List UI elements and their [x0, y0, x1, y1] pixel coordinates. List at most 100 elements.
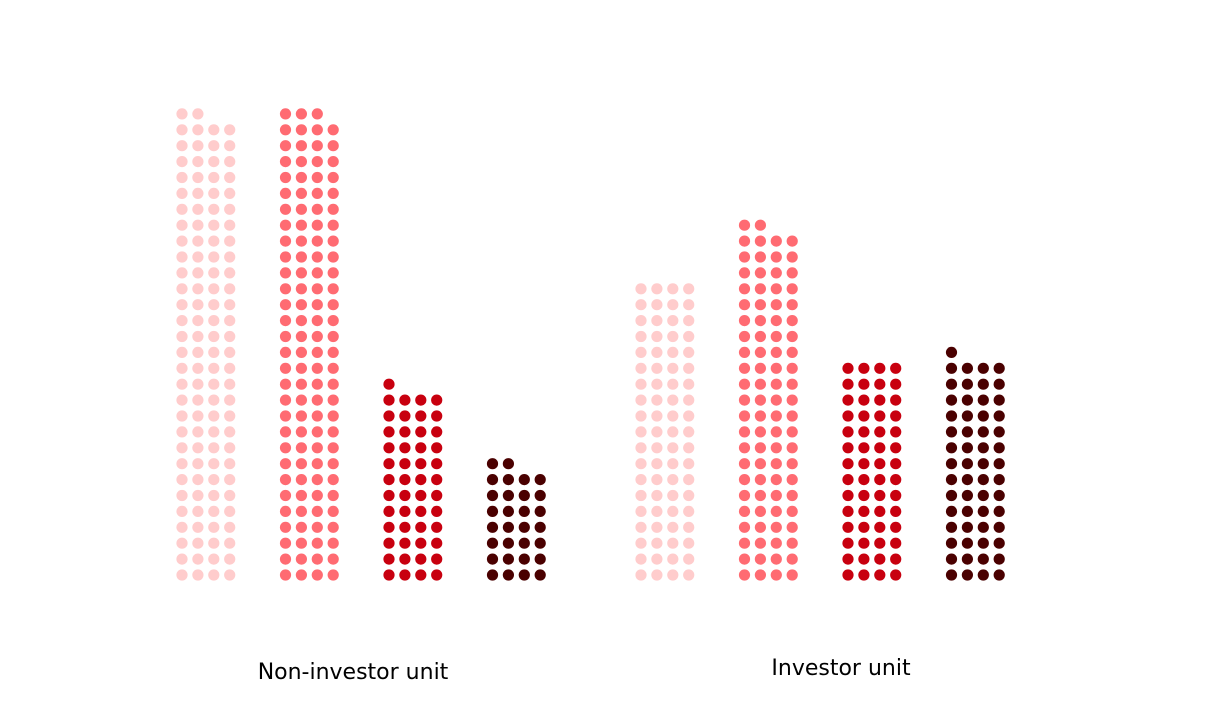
dot — [208, 553, 220, 565]
dot — [327, 203, 339, 215]
dot — [208, 299, 220, 311]
dot — [279, 410, 292, 422]
dot — [993, 410, 1005, 422]
dot — [279, 140, 292, 152]
dot — [431, 442, 443, 454]
dot — [399, 474, 411, 486]
dot — [431, 410, 443, 422]
dot — [176, 330, 188, 343]
dot — [738, 505, 751, 517]
dot — [486, 458, 499, 470]
dot — [754, 394, 767, 406]
dot — [786, 489, 798, 502]
dot — [383, 442, 395, 454]
dot — [192, 426, 204, 438]
dot — [399, 410, 411, 422]
dot — [311, 362, 323, 374]
dot — [224, 346, 236, 358]
dot — [667, 362, 679, 374]
dot — [786, 521, 798, 533]
dot — [651, 330, 663, 343]
dot — [192, 521, 204, 533]
dot — [961, 458, 974, 470]
dot — [311, 156, 323, 168]
dot — [327, 187, 339, 199]
dot — [295, 394, 307, 406]
dot — [176, 299, 188, 311]
dot — [738, 378, 751, 390]
dot — [874, 474, 886, 486]
dot — [431, 521, 443, 533]
dot — [890, 458, 902, 470]
dot — [842, 458, 854, 470]
dot — [651, 426, 663, 438]
dot — [279, 537, 292, 549]
dot — [208, 251, 220, 263]
dot — [858, 426, 870, 438]
dot — [874, 553, 886, 565]
dot — [786, 299, 798, 311]
dot — [327, 299, 339, 311]
dot — [311, 569, 323, 581]
dot — [176, 283, 188, 295]
dot — [224, 171, 236, 184]
dot — [431, 505, 443, 517]
dot — [635, 330, 647, 343]
dot — [327, 362, 339, 374]
dot — [667, 474, 679, 486]
dot — [415, 537, 427, 549]
dot — [977, 458, 989, 470]
dot — [635, 283, 647, 295]
dot — [683, 426, 695, 438]
dot — [224, 251, 236, 263]
dot — [667, 553, 679, 565]
dot — [431, 537, 443, 549]
dot — [651, 537, 663, 549]
dot — [502, 474, 514, 486]
dot — [383, 426, 395, 438]
dot — [224, 442, 236, 454]
dot — [295, 410, 307, 422]
dot — [224, 505, 236, 517]
dot — [738, 442, 751, 454]
dot — [770, 521, 782, 533]
dot — [667, 489, 679, 502]
dot — [279, 299, 292, 311]
dot — [176, 426, 188, 438]
dot — [327, 474, 339, 486]
dot — [738, 219, 751, 231]
dot — [295, 315, 307, 327]
dot — [842, 489, 854, 502]
dot — [295, 203, 307, 215]
dot — [635, 474, 647, 486]
dot — [279, 489, 292, 502]
dot — [858, 537, 870, 549]
dot — [651, 569, 663, 581]
dot — [890, 489, 902, 502]
dot — [683, 537, 695, 549]
dot — [683, 283, 695, 295]
dot — [667, 315, 679, 327]
dot — [192, 235, 204, 247]
dot — [945, 426, 958, 438]
dot — [279, 235, 292, 247]
dot — [786, 458, 798, 470]
dot — [431, 474, 443, 486]
dot — [961, 394, 974, 406]
dot — [842, 569, 854, 581]
dot — [770, 553, 782, 565]
dot — [311, 187, 323, 199]
dot — [754, 378, 767, 390]
dot — [651, 521, 663, 533]
dot — [961, 410, 974, 422]
dot — [502, 537, 514, 549]
dot — [311, 203, 323, 215]
dot — [415, 442, 427, 454]
dot — [842, 553, 854, 565]
dot — [399, 537, 411, 549]
dot — [279, 442, 292, 454]
dot — [786, 362, 798, 374]
dot — [890, 362, 902, 374]
dot — [176, 187, 188, 199]
dot — [993, 474, 1005, 486]
